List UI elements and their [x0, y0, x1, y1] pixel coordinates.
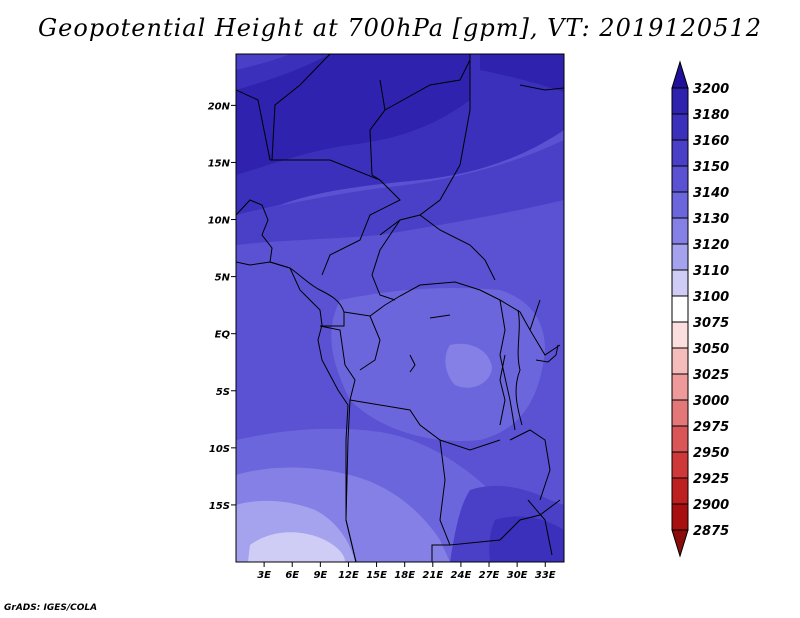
colorbar-level-label: 3110 [693, 264, 729, 279]
lon-tick-label: 21E [422, 570, 443, 581]
lon-tick-label: 15E [366, 570, 387, 581]
colorbar-swatch [671, 503, 689, 531]
colorbar-swatch [671, 399, 689, 427]
lon-tick-label: 33E [535, 570, 556, 581]
lon-tick-label: 3E [257, 570, 271, 581]
colorbar-top-arrow [671, 60, 689, 89]
lon-tick-label: 24E [451, 570, 472, 581]
colorbar-level-label: 3180 [693, 108, 729, 123]
lon-tick-label: 27E [479, 570, 500, 581]
colorbar-level-label: 3000 [693, 394, 729, 409]
colorbar-level-label: 3025 [693, 368, 729, 383]
colorbar-level-label: 2975 [693, 420, 729, 435]
lat-tick-label: 20N [208, 101, 231, 112]
colorbar-level-label: 2950 [693, 446, 729, 461]
colorbar: 3200 3180 3160 3150 3140 3130 3120 3110 3100 3075… [671, 60, 729, 558]
lat-tick-label: 5S [216, 387, 230, 398]
colorbar-swatch [671, 139, 689, 167]
colorbar-level-label: 3050 [693, 342, 729, 357]
colorbar-swatch [671, 295, 689, 323]
colorbar-bottom-arrow [671, 529, 689, 558]
colorbar-swatch [671, 191, 689, 219]
lon-tick-label: 12E [338, 570, 359, 581]
colorbar-swatch [671, 113, 689, 141]
colorbar-swatch [671, 321, 689, 349]
colorbar-swatch [671, 217, 689, 245]
geopotential-field [236, 54, 564, 562]
lon-tick-label: 18E [394, 570, 415, 581]
colorbar-level-label: 3200 [693, 82, 729, 97]
colorbar-level-label: 3075 [693, 316, 729, 331]
coastlines [236, 261, 559, 562]
colorbar-swatch [671, 269, 689, 297]
lat-tick-label: 10S [209, 444, 230, 455]
colorbar-swatch [671, 87, 689, 115]
colorbar-level-label: 2900 [693, 498, 729, 513]
colorbar-level-label: 2925 [693, 472, 729, 487]
map-title: Geopotential Height at 700hPa [gpm], VT:… [38, 14, 762, 42]
colorbar-swatch [671, 373, 689, 401]
lat-tick-label: 5N [215, 273, 231, 284]
colorbar-swatch [671, 451, 689, 479]
colorbar-level-label: 3160 [693, 134, 729, 149]
latitude-axis: 20N 15N 10N 5N EQ 5S 10S 15S [208, 101, 236, 512]
colorbar-swatch [671, 477, 689, 505]
colorbar-level-label: 3100 [693, 290, 729, 305]
colorbar-swatch [671, 165, 689, 193]
lon-tick-label: 9E [313, 570, 327, 581]
lat-tick-label: 15S [209, 501, 230, 512]
colorbar-swatch [671, 243, 689, 271]
country-borders [236, 54, 564, 562]
lat-tick-label: 10N [208, 216, 231, 227]
colorbar-level-label: 3150 [693, 160, 729, 175]
lat-tick-label: EQ [215, 330, 231, 341]
lon-tick-label: 6E [285, 570, 299, 581]
longitude-axis: 3E 6E 9E 12E 15E 18E 21E 24E 27E 30E 33E [257, 562, 556, 581]
colorbar-level-label: 3120 [693, 238, 729, 253]
colorbar-swatch [671, 425, 689, 453]
colorbar-level-label: 3140 [693, 186, 729, 201]
credit-text: GrADS: IGES/COLA [4, 603, 98, 613]
map-frame [235, 53, 565, 563]
lon-tick-label: 30E [507, 570, 528, 581]
lat-tick-label: 15N [208, 158, 231, 169]
colorbar-level-label: 2875 [693, 524, 729, 539]
colorbar-swatch [671, 347, 689, 375]
colorbar-level-label: 3130 [693, 212, 729, 227]
